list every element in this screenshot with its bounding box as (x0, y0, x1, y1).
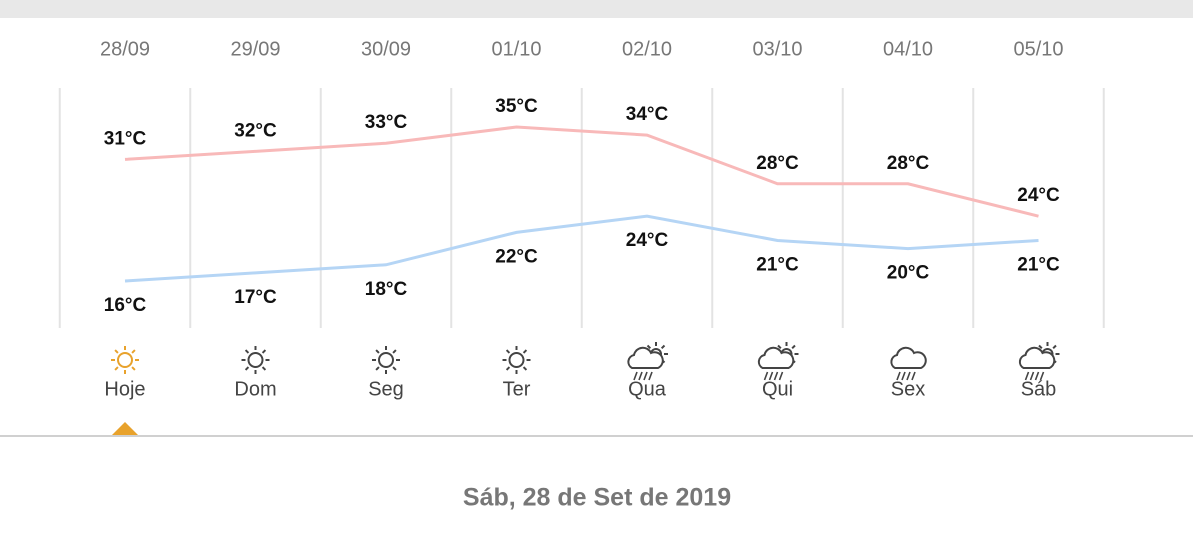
day-label[interactable]: Sáb (1021, 378, 1057, 400)
rain-drop (778, 371, 784, 381)
sun-ray (261, 349, 267, 354)
sun-ray (114, 366, 119, 371)
rain-drop (763, 371, 769, 381)
day-label[interactable]: Hoje (104, 378, 145, 400)
sun-ray (375, 349, 380, 354)
day-label[interactable]: Qua (628, 378, 667, 400)
temperature-label: 28°C (887, 153, 930, 174)
day-label[interactable]: Sex (891, 378, 925, 400)
weather-icon (241, 346, 270, 374)
sun-ray (777, 344, 782, 350)
date-label: 01/10 (491, 38, 541, 60)
temperature-label: 28°C (756, 153, 799, 174)
rain-drop (906, 371, 911, 381)
temperature-label: 31°C (104, 128, 147, 149)
sun-ray (791, 344, 796, 350)
day-label[interactable]: Qui (762, 378, 793, 400)
sun-ray (646, 344, 652, 350)
weather-icon (502, 346, 531, 374)
date-label: 30/09 (361, 38, 411, 60)
sun-ray (522, 349, 528, 354)
day-label[interactable]: Dom (234, 378, 276, 400)
weather-icon (372, 346, 400, 374)
temperature-line (124, 125, 1039, 218)
weather-icon (757, 342, 799, 381)
sun-ray (244, 349, 250, 354)
sun-ray (131, 366, 136, 371)
temperature-label: 17°C (234, 287, 277, 308)
day-label[interactable]: Seg (368, 378, 404, 400)
date-label: 29/09 (230, 38, 280, 60)
date-label: 02/10 (622, 38, 672, 60)
rain-drop (911, 371, 916, 381)
selection-indicator (112, 422, 138, 435)
cloud (890, 346, 927, 369)
rain-drop (768, 371, 774, 381)
temperature-label: 34°C (626, 104, 669, 125)
rain-drop (1034, 371, 1040, 381)
sun-ray (505, 349, 511, 354)
sun-ray (392, 366, 397, 371)
sun-ray (114, 349, 119, 354)
sun-ray (660, 344, 666, 350)
date-label: 03/10 (752, 38, 802, 60)
sun-ray (1038, 344, 1043, 350)
sun-ray (1052, 344, 1057, 350)
rain-drop (896, 371, 901, 381)
sun-ray (375, 366, 380, 371)
sun-ray (261, 366, 267, 371)
temperature-label: 24°C (626, 230, 669, 251)
sun-core (378, 352, 394, 368)
day-label[interactable]: Ter (503, 378, 531, 400)
weather-icon (627, 342, 668, 381)
rain-drop (1024, 371, 1030, 381)
temperature-label: 35°C (495, 96, 538, 117)
weather-icon (1018, 342, 1060, 381)
date-label: 05/10 (1013, 38, 1063, 60)
temperature-label: 24°C (1017, 185, 1060, 206)
rain-drop (638, 371, 643, 381)
temperature-label: 18°C (365, 279, 408, 300)
date-label: 28/09 (100, 38, 150, 60)
temperature-label: 20°C (887, 263, 930, 284)
cloud (627, 346, 664, 369)
rain-drop (1039, 371, 1045, 381)
weather-icon (111, 346, 139, 374)
temperature-line (124, 214, 1039, 283)
sun-ray (244, 366, 250, 371)
temperature-label: 21°C (756, 254, 799, 275)
sun-ray (505, 366, 511, 371)
temperature-label: 33°C (365, 112, 408, 133)
cloud (757, 346, 795, 369)
temperature-label: 16°C (104, 295, 147, 316)
date-label: 04/10 (883, 38, 933, 60)
top-bar (0, 0, 1193, 18)
rain-drop (633, 371, 638, 381)
rain-drop (773, 371, 779, 381)
rain-drop (648, 371, 653, 381)
rain-drop (643, 371, 648, 381)
sun-core (508, 352, 525, 368)
cloud (1018, 346, 1056, 369)
temperature-label: 32°C (234, 120, 277, 141)
temperature-label: 22°C (495, 246, 538, 267)
weather-icon (890, 346, 927, 381)
rain-drop (1029, 371, 1035, 381)
sun-core (117, 352, 133, 368)
sun-ray (131, 349, 136, 354)
rain-drop (901, 371, 906, 381)
temperature-label: 21°C (1017, 254, 1060, 275)
sun-ray (392, 349, 397, 354)
sun-core (247, 352, 264, 368)
selected-date: Sáb, 28 de Set de 2019 (463, 484, 731, 512)
sun-ray (522, 366, 528, 371)
